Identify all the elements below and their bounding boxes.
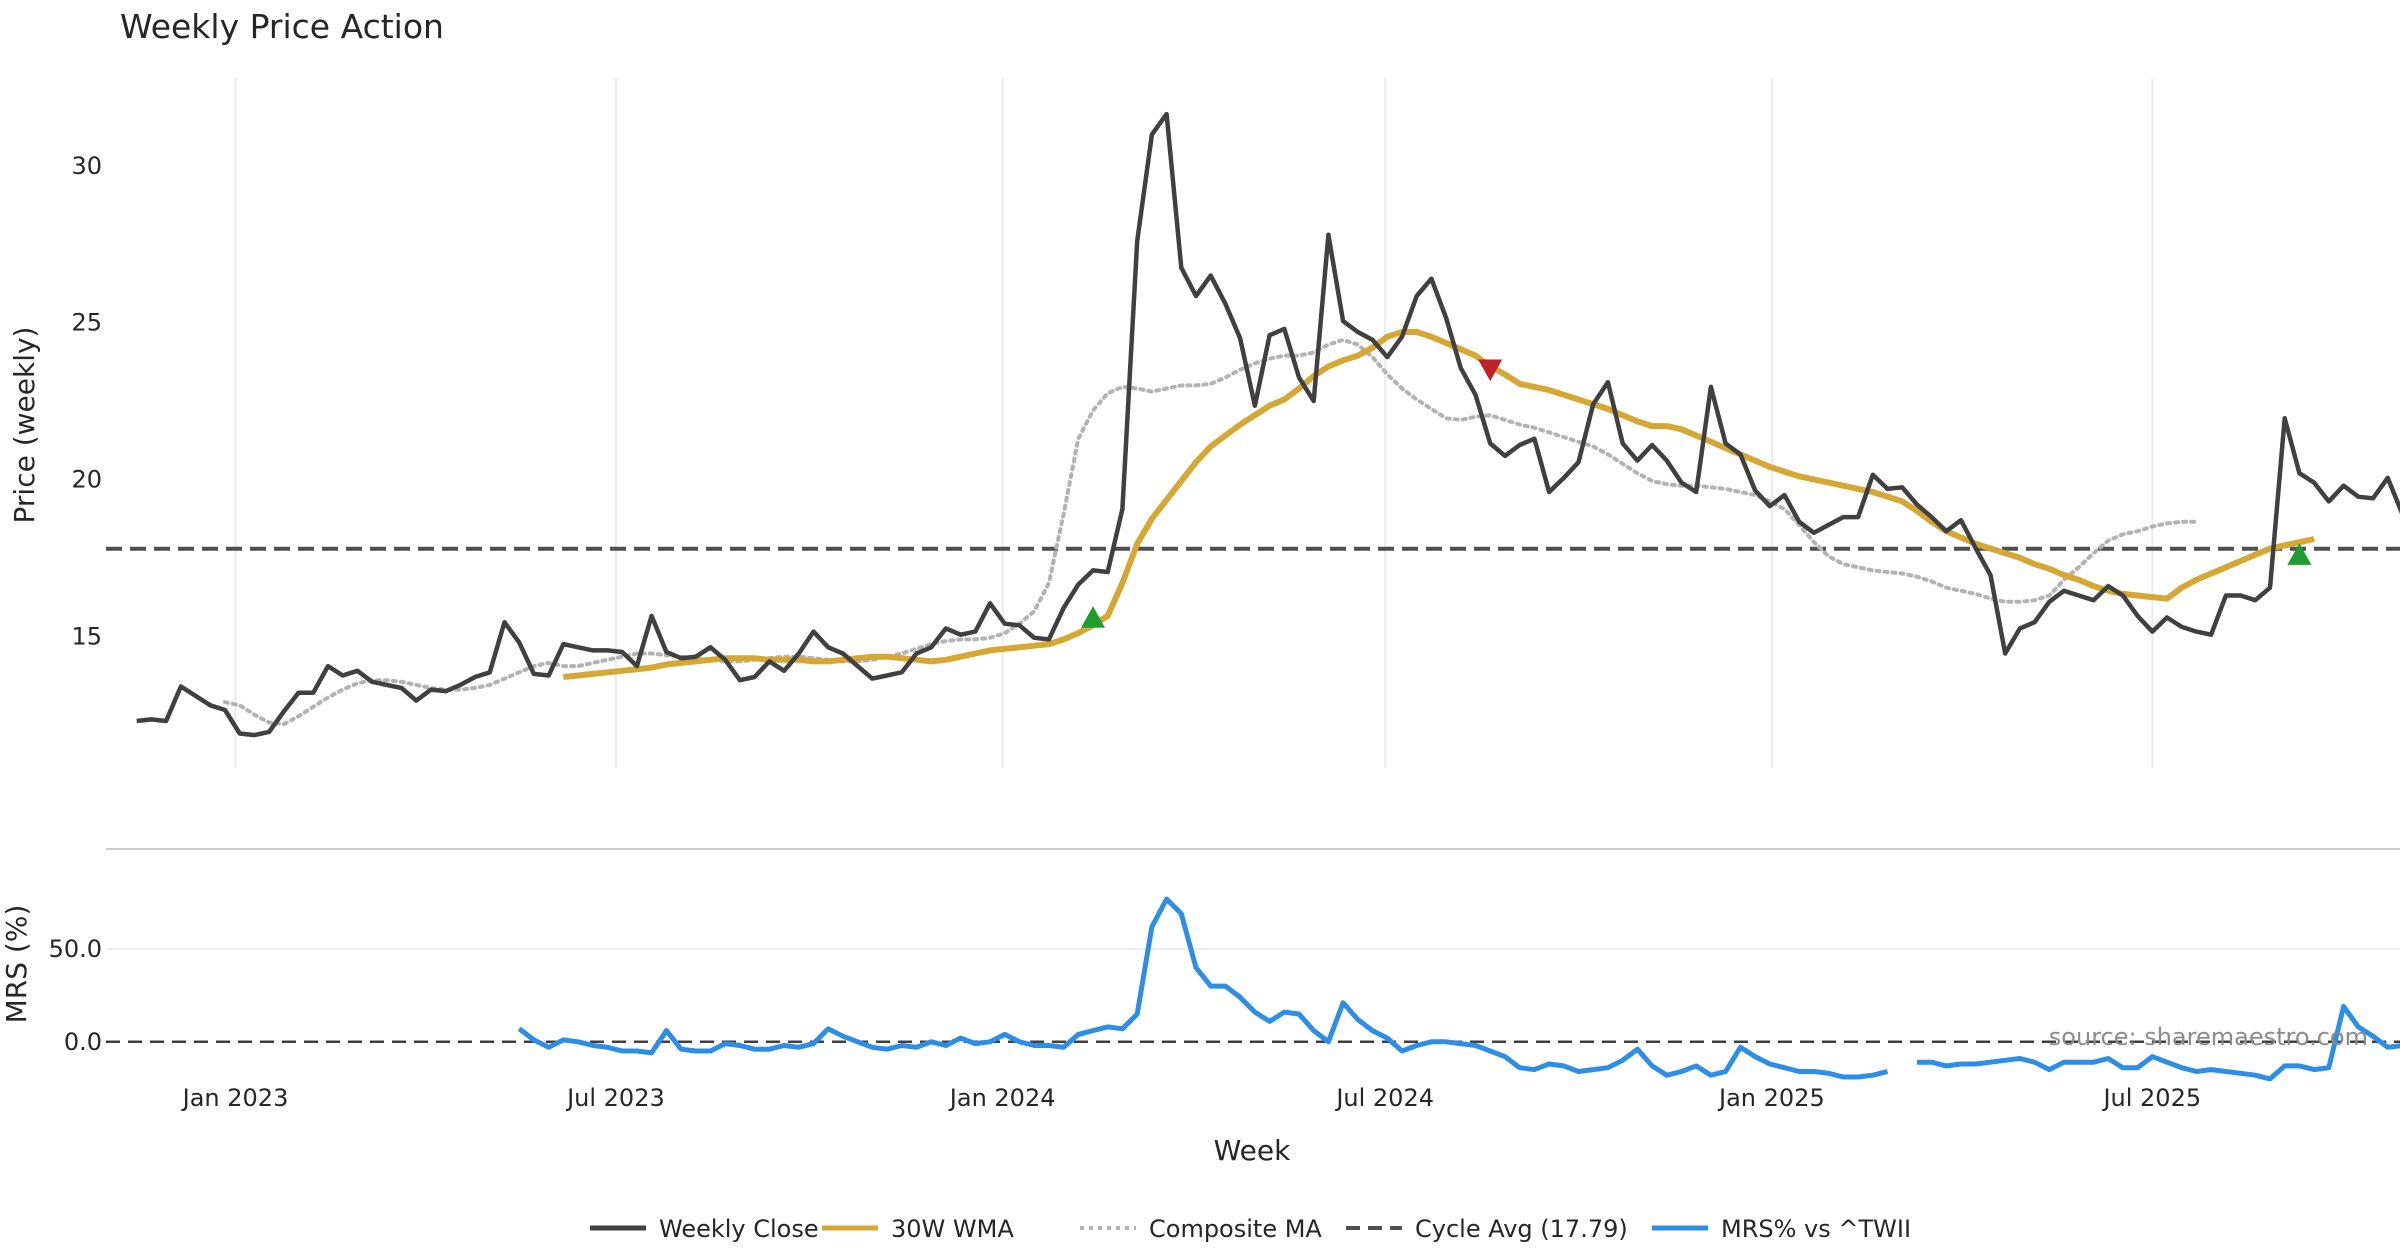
mrs-y-tick-label: 50.0 — [49, 935, 102, 963]
legend: Weekly Close 30W WMA Composite MA Cycle Avg… — [590, 1215, 1911, 1243]
price-y-axis-label: Price (weekly) — [8, 327, 41, 524]
legend-label: Cycle Avg (17.79) — [1415, 1215, 1628, 1243]
legend-label: Composite MA — [1149, 1215, 1322, 1243]
chart-title: Weekly Price Action — [120, 7, 444, 46]
price-series-group — [106, 111, 2400, 738]
legend-item: Composite MA — [1080, 1215, 1322, 1243]
x-tick-label: Jan 2024 — [948, 1084, 1056, 1112]
weekly-close-series — [136, 111, 2400, 738]
mrs-y-tick-label: 0.0 — [64, 1028, 102, 1056]
x-tick-label: Jan 2025 — [1717, 1084, 1825, 1112]
buy-signal-marker — [1081, 606, 1105, 628]
mrs-series — [517, 896, 2400, 1082]
x-tick-label: Jul 2024 — [1334, 1084, 1434, 1112]
legend-item: Weekly Close — [590, 1215, 819, 1243]
legend-label: MRS% vs ^TWII — [1721, 1215, 1911, 1243]
legend-item: 30W WMA — [822, 1215, 1014, 1243]
mrs-panel-grid — [106, 948, 2400, 1044]
legend-label: Weekly Close — [659, 1215, 819, 1243]
price-y-tick-label: 20 — [71, 465, 102, 493]
signal-markers — [1081, 359, 2312, 628]
source-note: source: sharemaestro.com — [2049, 1023, 2368, 1051]
weekly-close-series-line — [136, 111, 2400, 738]
mrs-series-group — [517, 896, 2400, 1082]
mrs-series-line — [517, 896, 2400, 1082]
x-tick-label: Jul 2025 — [2101, 1084, 2201, 1112]
mrs-y-axis: 0.0 50.0 — [49, 935, 102, 1056]
price-y-tick-label: 15 — [71, 622, 102, 650]
x-axis-label: Week — [1214, 1134, 1291, 1167]
x-tick-label: Jul 2023 — [565, 1084, 665, 1112]
buy-signal-marker — [2287, 543, 2312, 565]
x-axis: Jan 2023 Jul 2023 Jan 2024 Jul 2024 Jan 2025… — [181, 1084, 2201, 1112]
wma-30w-series — [563, 329, 2315, 680]
price-panel-grid — [234, 78, 2154, 768]
price-y-axis: 15 20 25 30 — [71, 152, 102, 650]
price-y-tick-label: 30 — [71, 152, 102, 180]
wma-30w-series-line — [563, 329, 2315, 680]
legend-item: MRS% vs ^TWII — [1652, 1215, 1911, 1243]
mrs-y-axis-label: MRS (%) — [0, 905, 33, 1024]
sell-signal-marker — [1478, 359, 1503, 382]
price-y-tick-label: 25 — [71, 309, 102, 337]
x-tick-label: Jan 2023 — [181, 1084, 289, 1112]
legend-item: Cycle Avg (17.79) — [1346, 1215, 1628, 1243]
legend-label: 30W WMA — [891, 1215, 1014, 1243]
